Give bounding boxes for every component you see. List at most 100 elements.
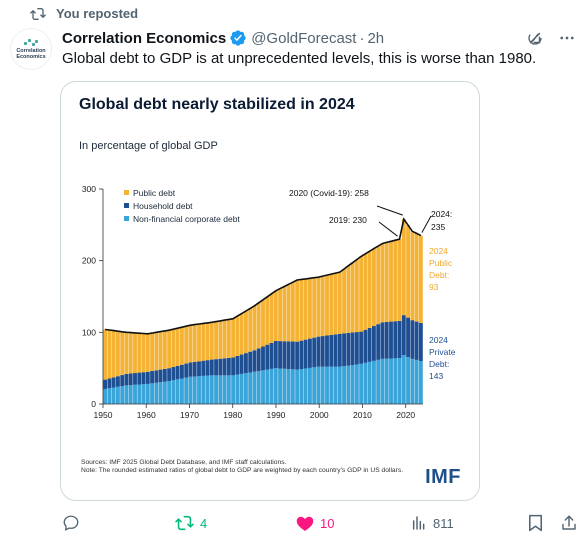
bar-corporate-2008	[350, 365, 355, 404]
bar-public-2023	[414, 233, 419, 322]
x-tick-label-1990: 1990	[267, 410, 286, 420]
bar-corporate-1984	[248, 372, 253, 404]
bar-household-2024	[418, 323, 423, 361]
bookmark-button[interactable]	[528, 512, 543, 534]
legend-label-household: Household debt	[133, 200, 193, 211]
note-text: Note: The rounded estimated ratios of gl…	[81, 467, 404, 475]
bar-public-1972	[197, 324, 201, 362]
bar-household-1992	[282, 341, 287, 369]
bar-public-2022	[410, 231, 415, 321]
bar-public-1989	[269, 293, 274, 343]
bar-household-2012	[367, 327, 372, 362]
annotation-covid: 2020 (Covid-19): 258	[289, 188, 369, 198]
bar-public-2015	[380, 243, 385, 323]
bar-corporate-1985	[252, 371, 257, 404]
reply-button[interactable]	[62, 512, 80, 534]
bar-household-2003	[329, 334, 334, 367]
bar-public-1988	[265, 296, 270, 345]
x-tick-label-2020: 2020	[396, 410, 415, 420]
bar-household-1983	[244, 353, 248, 374]
imf-logo: IMF	[425, 466, 461, 488]
bar-household-2016	[384, 321, 389, 359]
bar-corporate-1998	[308, 367, 312, 404]
like-button[interactable]: 10	[296, 512, 334, 534]
bar-public-1974	[205, 322, 210, 361]
bar-corporate-1962	[154, 382, 159, 404]
tweet-timestamp[interactable]: 2h	[367, 29, 385, 47]
bar-public-2003	[329, 274, 334, 335]
side-label-private-debt: 2024 Private Debt: 143	[429, 334, 455, 382]
bar-household-1990	[273, 340, 278, 369]
bar-public-1998	[308, 278, 312, 339]
arrow-2024	[421, 215, 432, 233]
bar-public-2024	[418, 235, 423, 324]
side-label-private-line4: 143	[429, 371, 444, 381]
grok-icon[interactable]	[526, 29, 544, 47]
bar-corporate-1995	[295, 369, 300, 404]
bar-corporate-2013	[372, 360, 376, 404]
legend-swatch-public	[124, 190, 129, 195]
bar-public-1971	[192, 324, 197, 362]
tweet-actions: 4 10 811	[62, 512, 582, 534]
bar-household-1989	[269, 342, 274, 369]
bar-corporate-2016	[384, 358, 389, 404]
bar-corporate-1999	[312, 367, 317, 404]
more-options-icon[interactable]	[558, 29, 576, 47]
arrow-2019	[378, 221, 398, 237]
author-handle[interactable]: @GoldForecast	[251, 29, 357, 47]
chart-title: Global debt nearly stabilized in 2024	[79, 96, 355, 113]
side-label-public-line1: 2024	[429, 246, 448, 256]
bar-household-2013	[372, 326, 376, 361]
bar-household-1993	[286, 341, 291, 370]
repost-count: 4	[200, 515, 208, 531]
bar-corporate-1964	[162, 381, 167, 404]
bar-corporate-1960	[145, 383, 150, 404]
share-button[interactable]	[560, 512, 578, 534]
bar-household-2020	[401, 315, 406, 356]
bar-corporate-2024	[418, 361, 423, 404]
tweet-text: Global debt to GDP is at unprecedented l…	[62, 50, 537, 67]
analytics-icon	[412, 516, 425, 530]
bar-household-1962	[154, 370, 159, 383]
bar-public-2009	[354, 259, 359, 333]
bar-corporate-1970	[188, 376, 193, 404]
bar-public-1973	[201, 323, 206, 361]
repost-action-icon	[175, 515, 194, 531]
views-button[interactable]: 811	[411, 512, 454, 534]
bar-household-1978	[222, 358, 227, 376]
bar-corporate-1978	[222, 375, 227, 404]
bar-public-1978	[222, 320, 227, 359]
bar-corporate-1961	[150, 383, 154, 404]
bar-corporate-1958	[137, 384, 142, 404]
bar-household-1979	[226, 357, 231, 376]
bar-public-2010	[359, 256, 364, 332]
bar-household-1960	[145, 371, 150, 384]
bar-household-1976	[214, 359, 218, 376]
legend-item-public: Public debt	[124, 186, 240, 199]
bar-corporate-1994	[290, 369, 295, 404]
avatar[interactable]: Correlation Economics	[10, 28, 52, 70]
bar-household-1951	[107, 378, 112, 389]
bar-corporate-1974	[205, 375, 210, 404]
bar-corporate-1950	[103, 388, 108, 404]
bar-public-1990	[273, 290, 278, 341]
bar-corporate-2009	[354, 364, 359, 404]
bar-public-1977	[218, 320, 223, 359]
bar-household-1967	[175, 365, 180, 380]
bar-public-2018	[393, 240, 398, 322]
author-name[interactable]: Correlation Economics	[62, 29, 227, 47]
repost-button[interactable]: 4	[175, 512, 207, 534]
side-label-public-debt: 2024 Public Debt: 93	[429, 245, 452, 293]
bar-household-2002	[325, 335, 329, 367]
bar-household-1963	[158, 369, 163, 383]
chart-image[interactable]: Global debt nearly stabilized in 2024 In…	[60, 81, 480, 501]
bar-public-1958	[137, 333, 142, 373]
bar-corporate-1990	[273, 368, 278, 404]
bar-public-1951	[107, 330, 112, 379]
bar-public-1963	[158, 331, 163, 370]
bar-corporate-1975	[209, 375, 214, 404]
bar-corporate-2015	[380, 358, 385, 404]
bar-corporate-2020	[401, 355, 406, 404]
bar-public-2019	[397, 239, 402, 321]
avatar-text-line2: Economics	[16, 54, 46, 60]
